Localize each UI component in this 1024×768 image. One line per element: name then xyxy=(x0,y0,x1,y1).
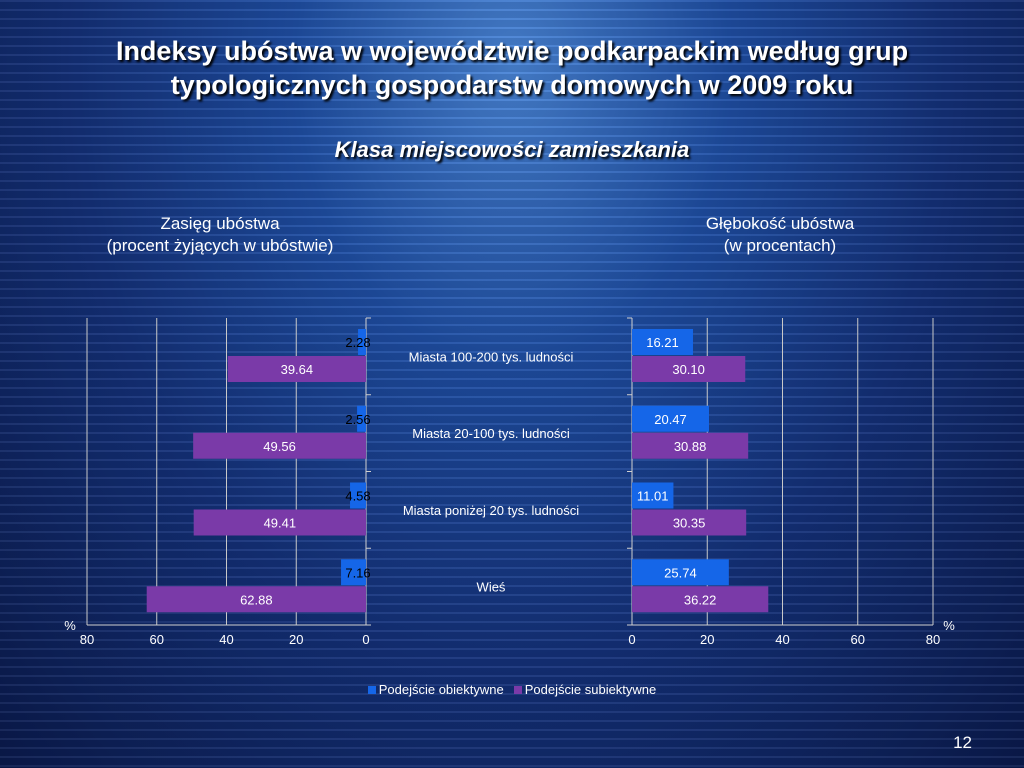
left-data-label-objective: 4.58 xyxy=(345,489,370,504)
slide-subtitle: Klasa miejscowości zamieszkania xyxy=(334,137,690,162)
left-bar-objective xyxy=(341,559,366,586)
right-data-label-subjective: 30.10 xyxy=(672,362,705,377)
left-x-tick-label: 40 xyxy=(219,632,233,647)
left-x-tick-label: 0 xyxy=(362,632,369,647)
slide-title: Indeksy ubóstwa w województwie podkarpac… xyxy=(115,36,909,100)
right-x-tick-label: 60 xyxy=(851,632,865,647)
left-data-label-subjective: 49.56 xyxy=(263,439,296,454)
right-bar-objective xyxy=(632,559,729,586)
left-bar-subjective xyxy=(227,356,366,382)
left-panel-title-line2: (procent żyjących w ubóstwie) xyxy=(106,236,334,255)
category-label: Miasta 20-100 tys. ludności xyxy=(412,426,570,441)
left-panel-title-line1: Zasięg ubóstwa xyxy=(160,214,280,233)
left-bar-subjective xyxy=(193,432,366,459)
left-panel-title: Zasięg ubóstwa (procent żyjących w ubóst… xyxy=(60,213,380,257)
left-x-tick-label: 60 xyxy=(150,632,164,647)
right-panel-title-line2: (w procentach) xyxy=(723,236,837,255)
right-bar-objective xyxy=(632,405,710,432)
category-label: Wieś xyxy=(477,580,506,595)
right-data-label-subjective: 36.22 xyxy=(684,592,717,607)
right-bar-objective xyxy=(632,482,674,509)
legend-label-objective: Podejście obiektywne xyxy=(378,682,504,697)
left-data-label-objective: 2.56 xyxy=(345,412,370,427)
right-bar-subjective xyxy=(632,586,769,613)
legend-swatch-subjective xyxy=(513,685,522,694)
right-data-label-subjective: 30.35 xyxy=(673,516,706,531)
right-x-tick-label: 0 xyxy=(628,632,635,647)
left-data-label-subjective: 62.88 xyxy=(240,592,273,607)
chart-legend: Podejście obiektywne Podejście subiektyw… xyxy=(0,682,1024,697)
right-panel-title-line1: Głębokość ubóstwa xyxy=(705,214,855,233)
legend-swatch-objective xyxy=(367,685,376,694)
left-x-tick-label: 20 xyxy=(289,632,303,647)
right-data-label-objective: 20.47 xyxy=(654,412,687,427)
right-x-tick-label: 40 xyxy=(775,632,789,647)
left-data-label-objective: 7.16 xyxy=(345,565,370,580)
left-bar-subjective xyxy=(146,586,366,613)
right-data-label-objective: 16.21 xyxy=(646,335,679,350)
right-bar-objective xyxy=(632,329,693,355)
legend-item-objective: Podejście obiektywne xyxy=(367,682,504,697)
left-bar-objective xyxy=(358,329,366,355)
right-data-label-objective: 11.01 xyxy=(637,489,669,504)
left-data-label-subjective: 39.64 xyxy=(281,362,314,377)
right-x-tick-label: 80 xyxy=(926,632,940,647)
right-bar-subjective xyxy=(632,509,747,536)
legend-label-subjective: Podejście subiektywne xyxy=(524,682,657,697)
left-x-tick-label: 80 xyxy=(80,632,94,647)
right-x-tick-label: 20 xyxy=(700,632,714,647)
right-panel-title: Głębokość ubóstwa (w procentach) xyxy=(620,213,940,257)
category-label: Miasta 100-200 tys. ludności xyxy=(409,349,574,364)
left-data-label-objective: 2.28 xyxy=(345,335,370,350)
legend-item-subjective: Podejście subiektywne xyxy=(513,682,657,697)
right-data-label-subjective: 30.88 xyxy=(674,439,707,454)
left-bar-objective xyxy=(350,482,366,509)
category-label: Miasta poniżej 20 tys. ludności xyxy=(403,503,579,518)
right-bar-subjective xyxy=(632,432,749,459)
left-bar-objective xyxy=(357,405,366,432)
left-x-unit-label: % xyxy=(64,618,76,633)
right-bar-subjective xyxy=(632,356,746,382)
slide-number: 12 xyxy=(953,733,972,752)
right-x-unit-label: % xyxy=(943,618,955,633)
right-data-label-objective: 25.74 xyxy=(664,565,697,580)
left-bar-subjective xyxy=(193,509,366,536)
left-data-label-subjective: 49.41 xyxy=(264,516,297,531)
